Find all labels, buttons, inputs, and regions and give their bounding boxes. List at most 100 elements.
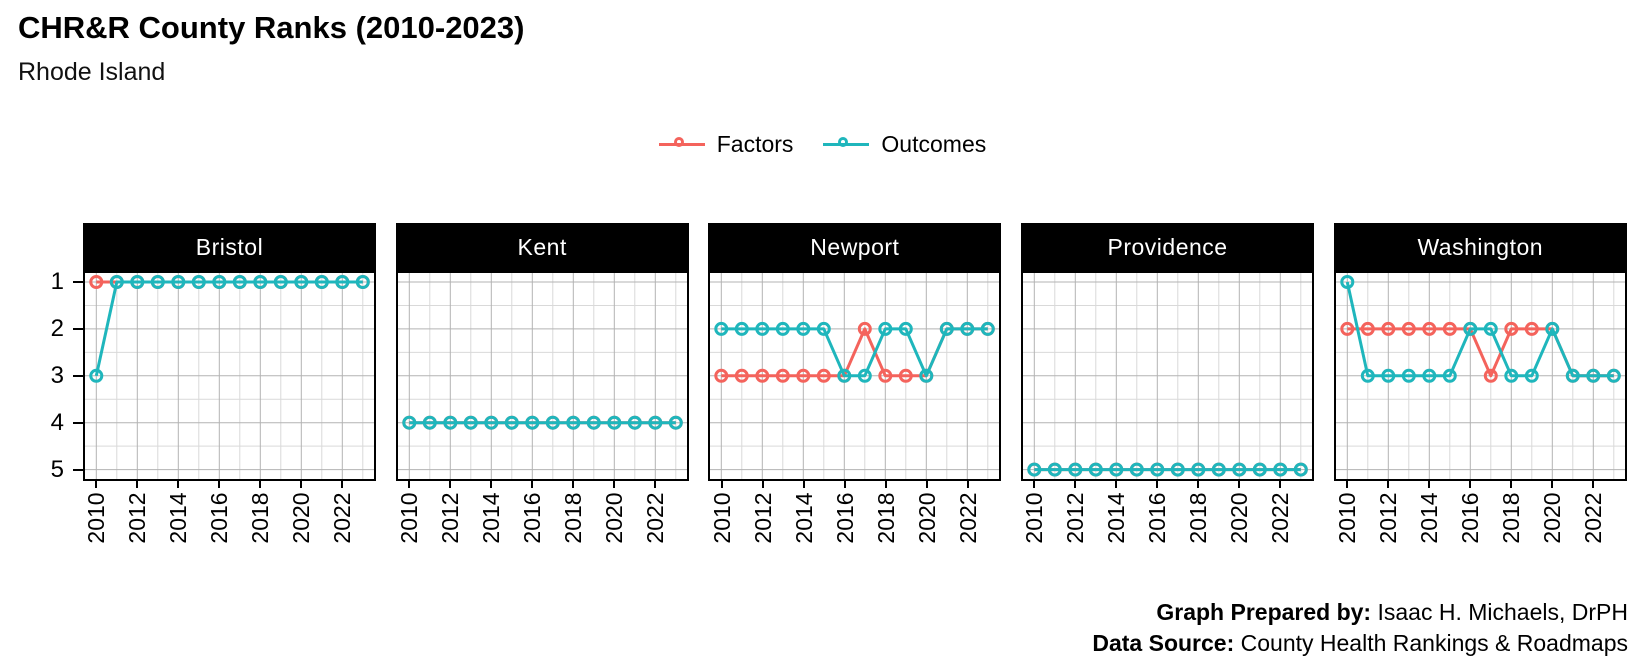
x-tick-label-2014: 2014 [477, 492, 504, 544]
x-tick-label-2018: 2018 [247, 492, 274, 544]
outcomes-point-2011 [735, 321, 750, 336]
outcomes-point-2013 [776, 321, 791, 336]
x-tick-mark [1428, 481, 1431, 488]
outcomes-point-2011 [422, 415, 437, 430]
outcomes-point-2010 [1340, 275, 1355, 289]
x-tick-label-2012: 2012 [1062, 492, 1089, 544]
x-tick-label-2010: 2010 [1334, 492, 1361, 544]
outcomes-point-2020 [919, 368, 934, 383]
x-tick-label-2014: 2014 [165, 492, 192, 544]
x-tick-mark [1074, 481, 1077, 488]
x-tick-mark [1469, 481, 1472, 488]
x-tick-mark [1115, 481, 1118, 488]
x-tick-label-2016: 2016 [206, 492, 233, 544]
legend-item-outcomes: Outcomes [823, 131, 986, 158]
x-tick-label-2018: 2018 [872, 492, 899, 544]
x-tick-mark [1156, 481, 1159, 488]
outcomes-point-2010 [401, 415, 416, 430]
outcomes-point-2012 [1068, 462, 1083, 477]
outcomes-point-2012 [130, 275, 145, 289]
x-tick-mark [720, 481, 723, 488]
x-tick-mark [218, 481, 221, 488]
outcomes-point-2022 [647, 415, 662, 430]
outcomes-point-2019 [899, 321, 914, 336]
x-axis-kent: 2010 2012 2014 2016 2018 2020 2022 [396, 481, 689, 555]
x-axis-newport: 2010 2012 2014 2016 2018 2020 2022 [708, 481, 1001, 555]
outcomes-point-2018 [1504, 368, 1519, 383]
outcomes-point-2015 [817, 321, 832, 336]
outcomes-point-2013 [1088, 462, 1103, 477]
y-tick-label-4: 4 [50, 408, 64, 436]
facet-strip-bristol: Bristol [83, 223, 376, 271]
factors-point-2019 [899, 368, 914, 383]
x-axis-washington: 2010 2012 2014 2016 2018 2020 2022 [1334, 481, 1627, 555]
x-tick-label-2010: 2010 [83, 492, 110, 544]
x-tick-mark [341, 481, 344, 488]
x-tick-mark [1238, 481, 1241, 488]
y-axis: 1 2 3 4 5 [0, 268, 83, 483]
outcomes-point-2014 [1109, 462, 1124, 477]
outcomes-point-2014 [1422, 368, 1437, 383]
outcomes-series [401, 415, 683, 430]
outcomes-point-2011 [1360, 368, 1375, 383]
outcomes-point-2010 [714, 321, 729, 336]
y-tick-label-2: 2 [50, 314, 64, 342]
outcomes-point-2022 [960, 321, 975, 336]
facet-strip-kent: Kent [395, 223, 689, 271]
x-tick-label-2016: 2016 [518, 492, 545, 544]
x-tick-label-2014: 2014 [790, 492, 817, 544]
outcomes-point-2015 [191, 275, 206, 289]
factors-point-2013 [776, 368, 791, 383]
outcomes-key-icon [823, 136, 870, 154]
x-tick-mark [612, 481, 615, 488]
outcomes-point-2020 [1545, 321, 1560, 336]
x-tick-mark [761, 481, 764, 488]
x-tick-mark [925, 481, 928, 488]
facet-plot-newport [708, 271, 1002, 481]
x-tick-label-2020: 2020 [600, 492, 627, 544]
outcomes-point-2010 [89, 368, 104, 383]
x-tick-mark [1387, 481, 1390, 488]
x-tick-mark [448, 481, 451, 488]
factors-point-2018 [1504, 321, 1519, 336]
factors-point-2010 [714, 368, 729, 383]
outcomes-point-2022 [1273, 462, 1288, 477]
factors-point-2013 [1401, 321, 1416, 336]
y-tick-mark [73, 374, 83, 377]
chart-caption: Graph Prepared by: Isaac H. Michaels, Dr… [1092, 597, 1628, 658]
y-tick-mark [73, 281, 83, 283]
outcomes-point-2017 [545, 415, 560, 430]
outcomes-point-2021 [1565, 368, 1580, 383]
outcomes-point-2022 [1586, 368, 1601, 383]
facet-strip-providence: Providence [1021, 223, 1315, 271]
x-tick-mark [136, 481, 139, 488]
x-tick-label-2018: 2018 [1498, 492, 1525, 544]
x-tick-label-2022: 2022 [1267, 492, 1294, 544]
factors-key-icon [658, 136, 705, 154]
facet-row: Bristol 2010 2012 2014 2016 2018 2020 2022 Kent 2… [83, 223, 1627, 555]
outcomes-point-2012 [1381, 368, 1396, 383]
factors-point-2017 [1483, 368, 1498, 383]
facet-panel-kent: Kent 2010 2012 2014 2016 2018 2020 2022 [395, 223, 689, 555]
outcomes-point-2012 [442, 415, 457, 430]
page-title: CHR&R County Ranks (2010-2023) [18, 10, 525, 45]
outcomes-point-2023 [355, 275, 370, 289]
x-tick-label-2012: 2012 [436, 492, 463, 544]
x-tick-label-2010: 2010 [396, 492, 422, 544]
outcomes-point-2023 [1606, 368, 1621, 383]
y-tick-label-5: 5 [50, 455, 64, 483]
caption-data-source: Data Source: County Health Rankings & Ro… [1092, 629, 1628, 656]
factors-point-2014 [796, 368, 811, 383]
x-tick-mark [177, 481, 180, 488]
x-tick-label-2020: 2020 [913, 492, 940, 544]
page-subtitle: Rhode Island [18, 58, 166, 86]
x-tick-mark [1346, 481, 1349, 488]
x-tick-mark [530, 481, 533, 488]
outcomes-point-2019 [586, 415, 601, 430]
y-tick-label-3: 3 [50, 361, 64, 389]
facet-plot-bristol [83, 271, 376, 481]
facet-panel-washington: Washington 2010 2012 2014 2016 2018 2020 2022 [1333, 223, 1627, 555]
factors-point-2015 [1442, 321, 1457, 336]
x-tick-mark [1197, 481, 1200, 488]
